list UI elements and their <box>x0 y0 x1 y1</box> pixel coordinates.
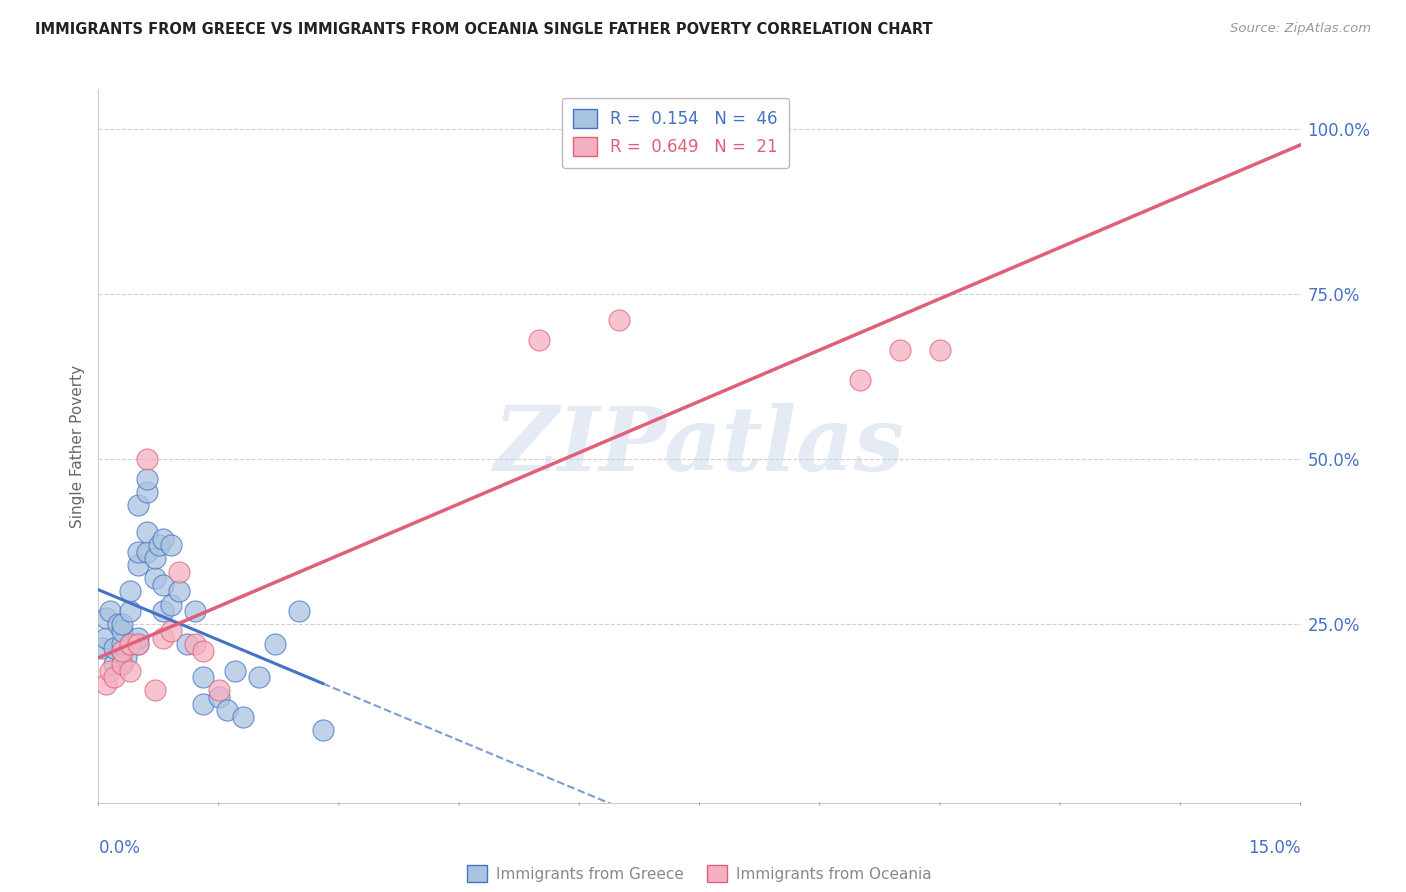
Text: 15.0%: 15.0% <box>1249 839 1301 857</box>
Point <box>159 598 181 612</box>
Point <box>128 545 150 559</box>
Point <box>167 584 190 599</box>
Point <box>111 657 134 671</box>
Point <box>103 640 125 655</box>
Point <box>128 558 150 572</box>
Text: Source: ZipAtlas.com: Source: ZipAtlas.com <box>1230 22 1371 36</box>
Point <box>120 584 142 599</box>
Point <box>120 604 142 618</box>
Point <box>120 637 142 651</box>
Point <box>103 670 125 684</box>
Point <box>128 637 150 651</box>
Legend: Immigrants from Greece, Immigrants from Oceania: Immigrants from Greece, Immigrants from … <box>461 859 938 888</box>
Point <box>135 472 157 486</box>
Point <box>609 313 631 327</box>
Point <box>159 538 181 552</box>
Point <box>152 604 174 618</box>
Point <box>159 624 181 638</box>
Point <box>191 697 214 711</box>
Point <box>135 545 157 559</box>
Point <box>929 343 952 358</box>
Point <box>208 690 231 704</box>
Point <box>111 657 134 671</box>
Point <box>100 604 122 618</box>
Point <box>288 604 311 618</box>
Text: 0.0%: 0.0% <box>98 839 141 857</box>
Text: IMMIGRANTS FROM GREECE VS IMMIGRANTS FROM OCEANIA SINGLE FATHER POVERTY CORRELAT: IMMIGRANTS FROM GREECE VS IMMIGRANTS FRO… <box>35 22 932 37</box>
Point <box>115 650 138 665</box>
Point <box>96 677 118 691</box>
Point <box>191 644 214 658</box>
Point <box>135 452 157 467</box>
Point <box>100 664 122 678</box>
Point <box>107 617 129 632</box>
Point <box>183 637 205 651</box>
Point <box>91 640 114 655</box>
Text: ZIPatlas: ZIPatlas <box>494 403 905 489</box>
Point <box>135 524 157 539</box>
Point <box>215 703 238 717</box>
Point <box>152 578 174 592</box>
Point <box>143 551 166 566</box>
Point <box>224 664 246 678</box>
Point <box>312 723 335 738</box>
Y-axis label: Single Father Poverty: Single Father Poverty <box>69 365 84 527</box>
Point <box>208 683 231 698</box>
Point <box>128 631 150 645</box>
Point <box>120 664 142 678</box>
Point <box>111 644 134 658</box>
Point <box>191 670 214 684</box>
Point <box>176 637 198 651</box>
Point <box>152 631 174 645</box>
Point <box>128 637 150 651</box>
Point <box>111 624 134 638</box>
Point <box>148 538 170 552</box>
Point <box>128 499 150 513</box>
Point <box>96 631 118 645</box>
Point <box>111 617 134 632</box>
Point <box>143 683 166 698</box>
Point <box>143 571 166 585</box>
Point <box>167 565 190 579</box>
Point <box>232 710 254 724</box>
Point <box>103 657 125 671</box>
Point <box>247 670 270 684</box>
Point <box>111 644 134 658</box>
Point <box>135 485 157 500</box>
Point <box>183 604 205 618</box>
Point <box>263 637 285 651</box>
Point <box>152 532 174 546</box>
Point <box>849 373 872 387</box>
Point <box>889 343 911 358</box>
Point <box>529 333 551 347</box>
Point <box>111 637 134 651</box>
Point <box>96 611 118 625</box>
Point <box>120 637 142 651</box>
